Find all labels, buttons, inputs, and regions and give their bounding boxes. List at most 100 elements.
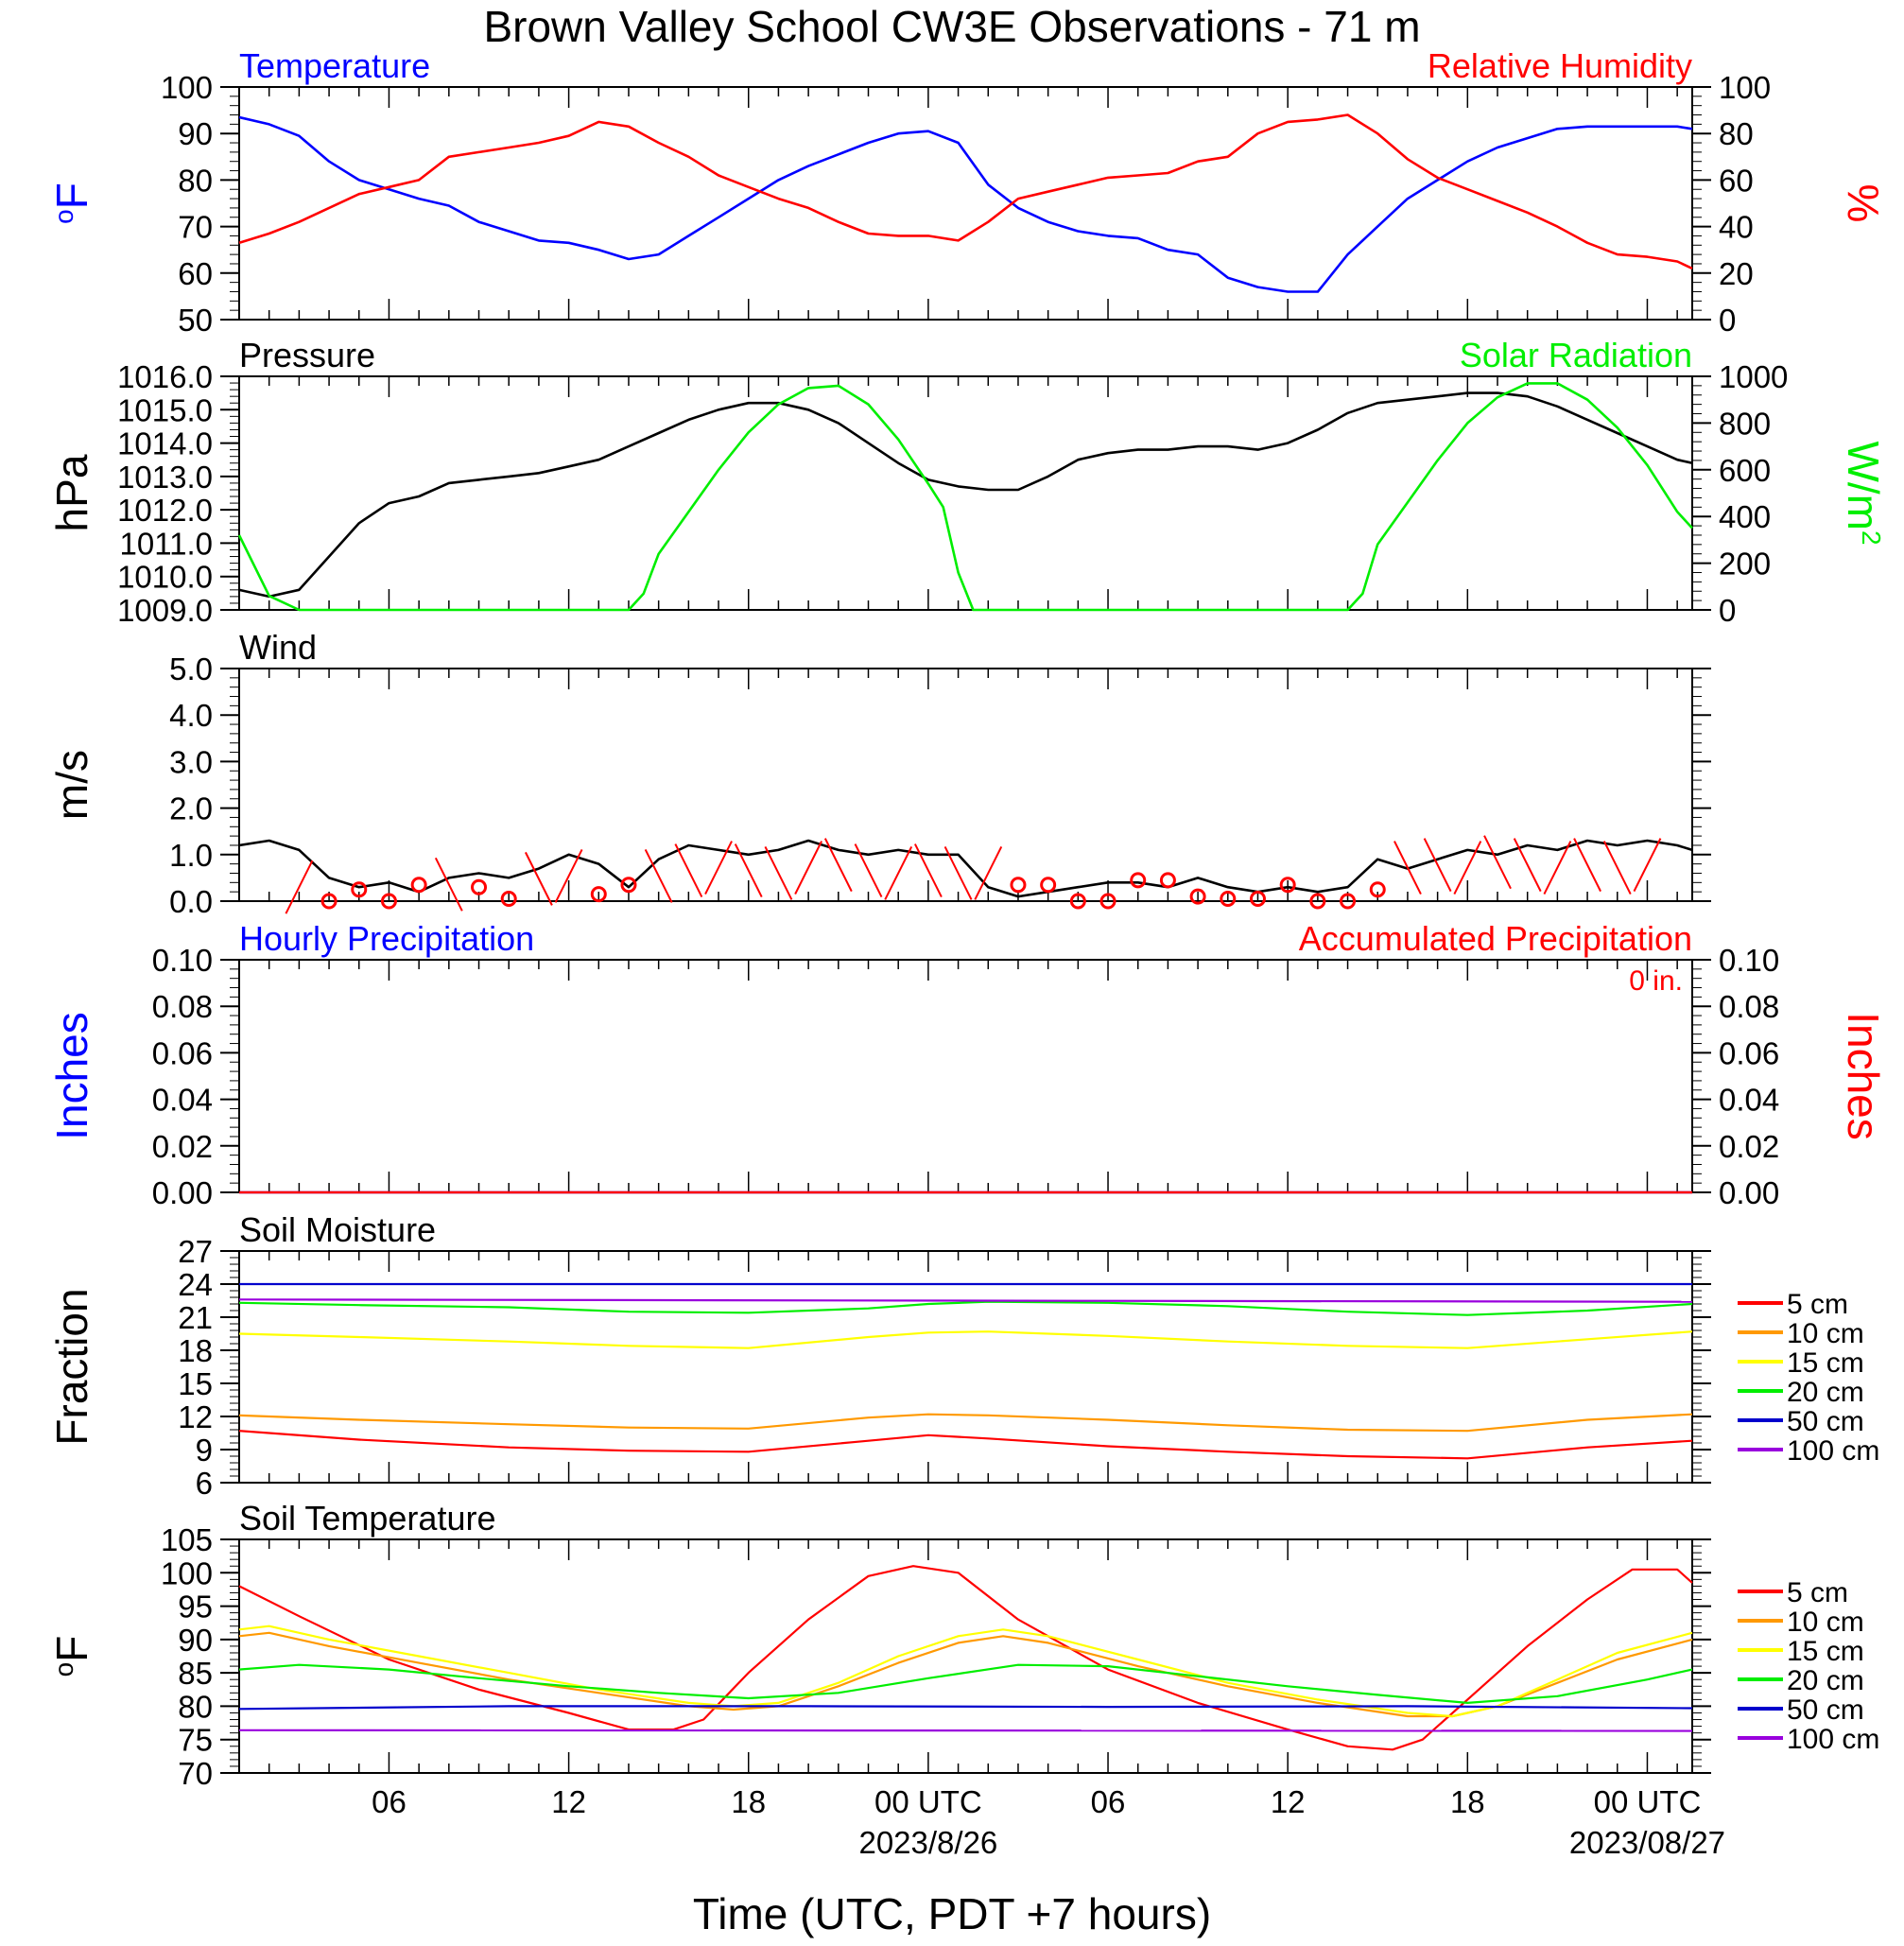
calm-wind-circle xyxy=(1069,893,1086,910)
legend-label: 10 cm xyxy=(1787,1607,1864,1638)
panel-frame xyxy=(238,1250,1693,1484)
wind-barb xyxy=(704,841,733,895)
left-unit-label: oF xyxy=(47,182,96,224)
right-tick-label: 100 xyxy=(1719,70,1771,105)
left-tick-label: 95 xyxy=(178,1590,213,1625)
series-line-pressure-solar-1 xyxy=(237,382,1693,612)
panel-frame xyxy=(238,1538,1693,1774)
series-line-soil-temperature-3 xyxy=(238,1663,1693,1705)
legend-label: 50 cm xyxy=(1787,1406,1864,1437)
right-tick-label: 60 xyxy=(1719,163,1754,198)
legend-label: 10 cm xyxy=(1787,1318,1864,1349)
x-date-label: 2023/8/26 xyxy=(858,1825,997,1860)
left-tick-label: 70 xyxy=(178,210,213,245)
series-line-soil-temperature-2 xyxy=(238,1625,1693,1718)
series-line-soil-temperature-5 xyxy=(238,1729,1693,1732)
calm-wind-circle xyxy=(590,886,607,903)
panel-right-title: Relative Humidity xyxy=(1428,46,1692,85)
right-tick-label: 0 xyxy=(1719,593,1736,628)
left-tick-label: 0.04 xyxy=(152,1083,213,1118)
calm-wind-circle xyxy=(620,877,637,894)
x-date-label: 2023/08/27 xyxy=(1569,1825,1725,1860)
left-tick-label: 1009.0 xyxy=(117,593,213,628)
wind-barb xyxy=(644,848,673,903)
series-line-soil-temperature-0 xyxy=(238,1565,1693,1751)
calm-wind-circle xyxy=(1130,872,1147,889)
series-line-wind-0 xyxy=(238,839,1693,898)
right-tick-label: 0.06 xyxy=(1719,1035,1779,1070)
wind-barb xyxy=(1513,838,1542,893)
left-tick-label: 1013.0 xyxy=(117,460,213,495)
calm-wind-circle xyxy=(1189,888,1206,905)
x-tick-label: 06 xyxy=(1091,1784,1126,1819)
left-tick-label: 4.0 xyxy=(169,698,213,733)
left-tick-label: 0.06 xyxy=(152,1035,213,1070)
wind-barb xyxy=(1393,841,1422,895)
left-tick-label: 1016.0 xyxy=(117,359,213,394)
left-tick-label: 70 xyxy=(178,1756,213,1791)
calm-wind-circle xyxy=(1010,877,1027,894)
panel-precipitation: 0.10 0.08 0.06 0.04 0.02 0.00 0.10 0.08 0.06 0.04… xyxy=(47,919,1888,1210)
wind-barb xyxy=(285,860,314,914)
left-tick-label: 1011.0 xyxy=(120,526,213,561)
right-tick-label: 0.10 xyxy=(1719,943,1779,978)
accumulated-total: 0 in. xyxy=(1629,965,1683,997)
left-tick-label: 50 xyxy=(178,303,213,338)
x-axis-label: Time (UTC, PDT +7 hours) xyxy=(693,1889,1211,1938)
left-tick-label: 24 xyxy=(178,1267,213,1302)
panel-frame xyxy=(238,668,1693,902)
right-tick-label: 0.02 xyxy=(1719,1129,1779,1164)
left-tick-label: 27 xyxy=(178,1234,213,1269)
panel-frame xyxy=(238,375,1693,611)
series-line-soil-moisture-5 xyxy=(238,1298,1693,1303)
left-tick-label: 0.00 xyxy=(152,1175,213,1210)
panel-left-title: Pressure xyxy=(239,336,375,374)
wind-barb xyxy=(1573,838,1601,893)
x-tick-label: 00 UTC xyxy=(874,1784,982,1819)
right-unit-label: % xyxy=(1839,184,1888,223)
wind-barb xyxy=(913,843,943,897)
legend-label: 100 cm xyxy=(1787,1435,1879,1467)
panel-temperature-rh: 100 90 80 70 60 50 100 80 60 40 20 0 Temperature Rela… xyxy=(47,46,1888,338)
left-tick-label: 85 xyxy=(178,1656,213,1691)
calm-wind-circle xyxy=(1099,893,1116,910)
left-tick-label: 75 xyxy=(178,1723,213,1758)
left-tick-label: 1.0 xyxy=(169,838,213,873)
left-tick-label: 6 xyxy=(196,1466,213,1501)
left-tick-label: 1015.0 xyxy=(117,392,213,427)
left-tick-label: 80 xyxy=(178,1689,213,1724)
calm-wind-circle xyxy=(1309,893,1326,910)
panel-frame xyxy=(238,959,1693,1193)
calm-wind-circle xyxy=(1369,881,1386,898)
panel-frame xyxy=(238,86,1693,321)
left-tick-label: 0.10 xyxy=(152,943,213,978)
wind-barb xyxy=(734,843,763,897)
left-tick-label: 5.0 xyxy=(169,652,213,686)
wind-barb xyxy=(1483,835,1512,890)
left-tick-label: 60 xyxy=(178,256,213,291)
wind-barb xyxy=(1423,838,1452,893)
left-tick-label: 9 xyxy=(196,1433,213,1468)
right-tick-label: 80 xyxy=(1719,116,1754,151)
series-line-soil-moisture-0 xyxy=(238,1430,1693,1460)
series-line-soil-temperature-1 xyxy=(238,1631,1693,1718)
wind-barb xyxy=(854,843,883,897)
series-line-pressure-solar-0 xyxy=(238,391,1693,599)
right-tick-label: 200 xyxy=(1719,547,1771,582)
right-unit-label: W/m2 xyxy=(1839,441,1888,545)
legend-label: 5 cm xyxy=(1787,1577,1848,1608)
right-tick-label: 1000 xyxy=(1719,359,1788,394)
left-tick-label: 2.0 xyxy=(169,791,213,826)
calm-wind-circle xyxy=(1159,872,1176,889)
panel-left-title: Soil Moisture xyxy=(239,1210,436,1249)
wind-barb xyxy=(764,846,793,900)
wind-barb xyxy=(823,838,853,893)
left-unit-label: Fraction xyxy=(47,1288,96,1445)
left-tick-label: 1012.0 xyxy=(117,493,213,528)
series-line-soil-moisture-1 xyxy=(238,1413,1693,1433)
x-tick-label: 18 xyxy=(1450,1784,1485,1819)
calm-wind-circle xyxy=(1279,877,1296,894)
panel-left-title: Temperature xyxy=(239,46,430,85)
